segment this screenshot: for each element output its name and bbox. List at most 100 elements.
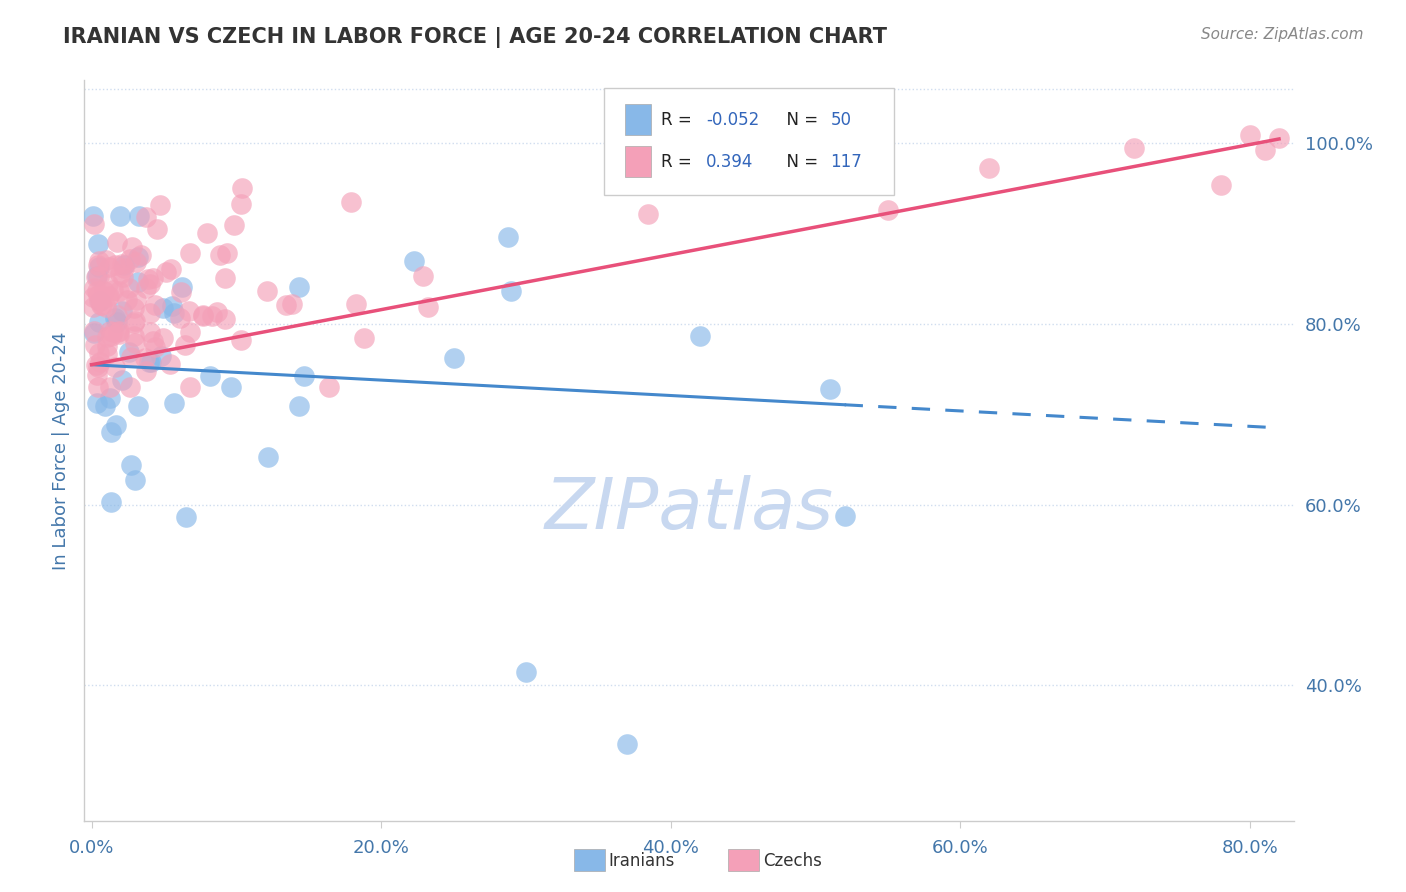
Point	[94, 300, 117, 314]
Point	[159, 357, 181, 371]
Point	[689, 329, 711, 343]
Point	[87, 360, 110, 375]
Point	[179, 245, 201, 260]
Point	[139, 325, 162, 339]
FancyBboxPatch shape	[624, 104, 651, 135]
Point	[122, 329, 145, 343]
Point	[108, 284, 131, 298]
Point	[127, 399, 149, 413]
Point	[149, 349, 172, 363]
Point	[200, 368, 222, 383]
Point	[443, 351, 465, 365]
Text: Czechs: Czechs	[763, 852, 823, 870]
Point	[112, 260, 135, 275]
Point	[93, 284, 115, 298]
Point	[257, 450, 280, 465]
Point	[118, 252, 141, 267]
Point	[138, 271, 160, 285]
Point	[117, 293, 139, 307]
Point	[1268, 131, 1291, 145]
Point	[515, 665, 537, 679]
Point	[112, 258, 135, 272]
Point	[89, 293, 111, 308]
Text: ZIPatlas: ZIPatlas	[544, 475, 834, 544]
Text: -0.052: -0.052	[706, 111, 759, 128]
Point	[231, 181, 253, 195]
Point	[214, 312, 236, 326]
Point	[86, 368, 108, 382]
Text: N =: N =	[776, 153, 824, 170]
Point	[118, 345, 141, 359]
Point	[163, 306, 186, 320]
Point	[193, 309, 215, 323]
Text: Iranians: Iranians	[609, 852, 675, 870]
Point	[288, 280, 311, 294]
Point	[83, 324, 105, 338]
Point	[498, 230, 520, 244]
Point	[256, 284, 278, 298]
Point	[274, 297, 297, 311]
Point	[818, 382, 841, 396]
Point	[139, 277, 162, 292]
Point	[160, 262, 183, 277]
Point	[229, 333, 252, 347]
Point	[83, 218, 105, 232]
Point	[231, 196, 253, 211]
Point	[138, 355, 160, 369]
Point	[191, 308, 214, 322]
Point	[138, 306, 160, 320]
Point	[107, 326, 129, 340]
Point	[86, 268, 108, 283]
Point	[139, 354, 162, 368]
Point	[135, 281, 157, 295]
Point	[96, 347, 118, 361]
Point	[173, 337, 195, 351]
Point	[134, 351, 156, 365]
Point	[104, 417, 127, 432]
FancyBboxPatch shape	[605, 87, 894, 195]
Point	[111, 256, 134, 270]
Point	[142, 271, 165, 285]
Point	[207, 305, 229, 319]
Point	[122, 301, 145, 315]
Point	[105, 315, 128, 329]
Text: 117: 117	[831, 153, 862, 170]
Point	[104, 360, 127, 375]
Point	[142, 334, 165, 349]
Point	[87, 345, 110, 359]
Point	[101, 283, 124, 297]
Point	[616, 737, 638, 751]
Point	[124, 314, 146, 328]
Point	[402, 253, 425, 268]
Point	[105, 235, 128, 250]
Text: 50: 50	[831, 111, 852, 128]
Point	[353, 331, 375, 345]
Point	[170, 279, 193, 293]
Point	[86, 284, 108, 298]
Point	[125, 293, 148, 307]
Point	[222, 218, 245, 232]
Point	[201, 309, 224, 323]
Point	[87, 254, 110, 268]
Point	[120, 350, 142, 364]
Point	[87, 287, 110, 301]
Text: R =: R =	[661, 153, 703, 170]
Point	[82, 290, 104, 304]
Point	[93, 399, 115, 413]
Point	[877, 203, 900, 218]
Point	[148, 198, 170, 212]
Point	[214, 271, 236, 285]
Point	[135, 364, 157, 378]
Point	[152, 331, 174, 345]
Point	[98, 391, 121, 405]
Point	[124, 473, 146, 487]
Point	[87, 315, 110, 329]
Point	[107, 324, 129, 338]
Text: Source: ZipAtlas.com: Source: ZipAtlas.com	[1201, 27, 1364, 42]
Text: N =: N =	[776, 111, 824, 128]
Point	[111, 304, 134, 318]
Point	[344, 297, 367, 311]
Point	[127, 251, 149, 265]
FancyBboxPatch shape	[624, 146, 651, 178]
Point	[339, 194, 361, 209]
